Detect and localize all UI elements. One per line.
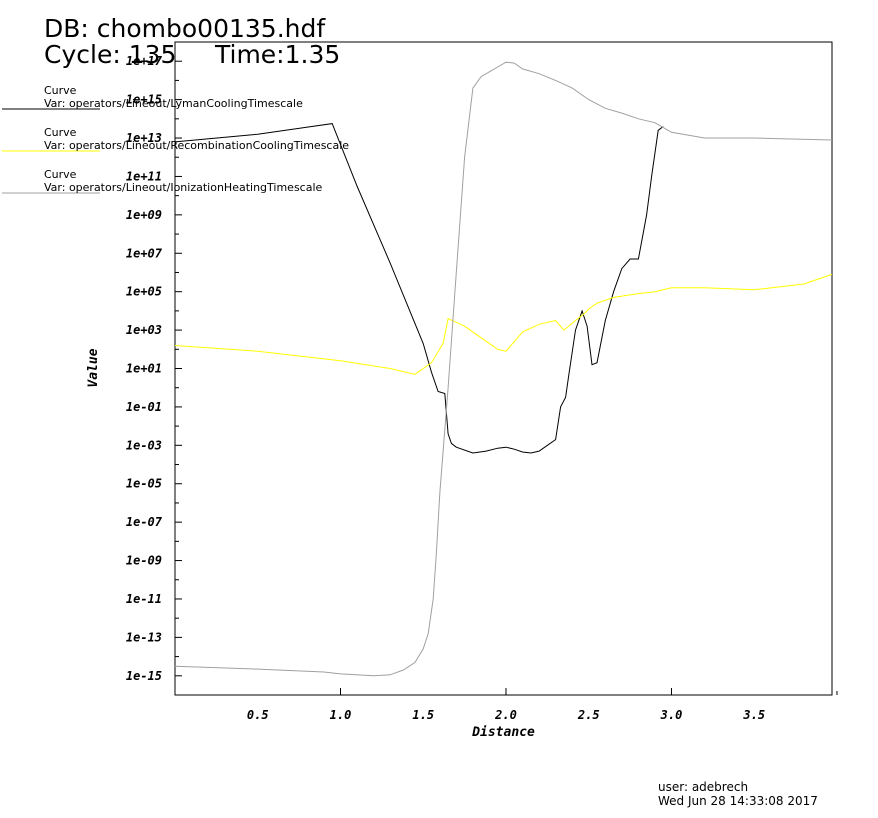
- series-line-3: [174, 61, 833, 677]
- database-title: DB: chombo00135.hdf: [44, 14, 326, 43]
- x-tick-label: 3.0: [660, 708, 683, 722]
- y-tick-label: 1e+15: [126, 93, 162, 107]
- timestamp-label: Wed Jun 28 14:33:08 2017: [658, 794, 818, 808]
- y-tick-label: 1e+13: [126, 131, 162, 145]
- user-label: user: adebrech: [658, 780, 749, 794]
- legend-title-1: Curve: [44, 84, 77, 97]
- y-tick-label: 1e-11: [126, 592, 162, 606]
- y-tick-label: 1e+17: [126, 54, 163, 68]
- series-line-1: [174, 123, 664, 454]
- time-label: Time:1.35: [215, 40, 341, 69]
- y-tick-label: 1e+03: [126, 323, 162, 337]
- y-tick-label: 1e-13: [126, 630, 162, 644]
- legend-title-3: Curve: [44, 168, 77, 181]
- legend-title-2: Curve: [44, 126, 77, 139]
- legend-swatches: [2, 108, 100, 194]
- y-tick-label: 1e-09: [126, 554, 162, 568]
- legend-entry-3: Var: operators/Lineout/IonizationHeating…: [44, 181, 323, 194]
- x-tick-label: 2.0: [494, 708, 517, 722]
- y-tick-label: 1e-15: [126, 669, 162, 683]
- y-axis-title: Value: [86, 348, 101, 387]
- series-line-2: [174, 273, 833, 375]
- legend-entry-2: Var: operators/Lineout/RecombinationCool…: [44, 139, 350, 152]
- axis-ticks: 1e-15 1e-13 1e-11 1e-09 1e-07 1e-05 1e-03 1e-01…: [126, 41, 838, 722]
- x-tick-label: 0.5: [247, 708, 269, 722]
- y-tick-label: 1e-05: [126, 477, 162, 491]
- y-tick-label: 1e+05: [126, 285, 162, 299]
- y-tick-label: 1e+01: [126, 362, 162, 376]
- x-tick-label: 2.5: [577, 708, 600, 722]
- x-tick-label: 3.5: [742, 708, 765, 722]
- x-axis-title: Distance: [471, 725, 535, 740]
- x-tick-label: 1.5: [412, 708, 434, 722]
- y-tick-label: 1e-03: [126, 438, 162, 452]
- y-tick-label: 1e-07: [126, 515, 163, 529]
- y-tick-label: 1e+07: [126, 246, 163, 260]
- y-tick-label: 1e+11: [126, 169, 162, 183]
- plot-series: [174, 61, 833, 677]
- y-tick-label: 1e-01: [126, 400, 162, 414]
- y-tick-label: 1e+09: [126, 208, 162, 222]
- x-tick-label: 1.0: [330, 708, 352, 722]
- legend-entry-1: Var: operators/Lineout/LymanCoolingTimes…: [44, 97, 303, 110]
- cycle-label: Cycle: 135: [44, 40, 177, 69]
